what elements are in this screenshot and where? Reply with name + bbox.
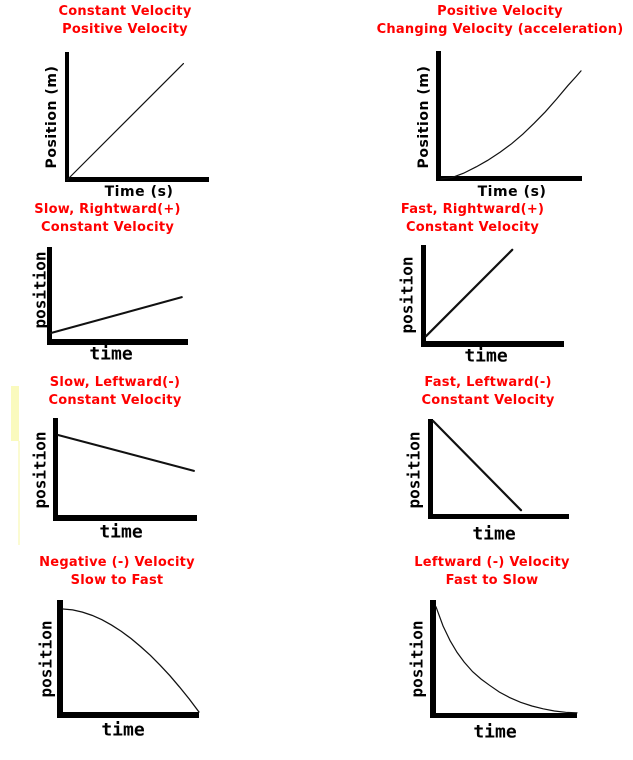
panel-title-line1: Slow, Leftward(-) — [49, 375, 181, 390]
graph-panel-fast-rightward-constant-velocity — [421, 245, 564, 347]
panel-title-line2: Constant Velocity — [40, 220, 175, 235]
x-axis — [430, 713, 577, 718]
y-axis — [430, 600, 436, 718]
y-axis-label: Position (m) — [415, 65, 432, 168]
x-axis-label: time — [464, 345, 508, 367]
y-axis — [47, 247, 52, 345]
highlight-strip-line — [18, 441, 20, 545]
graph-panel-slow-leftward-constant-velocity — [53, 418, 197, 521]
panel-title-line1: Fast, Rightward(+) — [400, 202, 545, 217]
y-axis-label: position — [36, 620, 55, 698]
x-axis-label: Time (s) — [104, 184, 174, 200]
panel-title-line1: Negative (-) Velocity — [39, 555, 195, 570]
x-axis-label: time — [99, 521, 143, 543]
x-axis-label: time — [89, 343, 133, 365]
highlight-strip-block — [11, 386, 19, 441]
y-axis-label: position — [30, 431, 50, 509]
data-line — [440, 70, 582, 180]
data-line — [435, 606, 578, 714]
x-axis — [65, 177, 209, 182]
graph-panel-constant-velocity-positive-velocity — [65, 52, 209, 182]
x-axis-label: time — [472, 523, 516, 545]
y-axis-label: position — [404, 431, 423, 509]
panel-title-line2: Slow to Fast — [70, 573, 164, 588]
data-line — [66, 62, 185, 181]
panel-title-line1: Positive Velocity — [437, 4, 563, 19]
y-axis — [428, 419, 433, 519]
panel-title-line1: Leftward (-) Velocity — [414, 555, 570, 570]
y-axis — [65, 52, 69, 182]
graph-panel-slow-rightward-constant-velocity — [47, 247, 188, 345]
panel-title-line1: Slow, Rightward(+) — [34, 202, 181, 217]
panel-title-line2: Constant Velocity — [421, 393, 555, 408]
graph-panel-leftward-velocity-fast-to-slow — [430, 600, 578, 718]
graph-panel-negative-velocity-slow-to-fast — [57, 600, 200, 718]
panel-title-line2: Changing Velocity (acceleration) — [376, 22, 624, 37]
x-axis — [53, 515, 197, 521]
y-axis — [436, 51, 441, 181]
y-axis — [53, 418, 58, 521]
y-axis-label: position — [407, 620, 427, 698]
y-axis-label: position — [30, 251, 49, 329]
x-axis — [428, 514, 569, 519]
panel-title-line2: Constant Velocity — [405, 220, 540, 235]
data-line — [57, 433, 195, 472]
panel-title-line2: Positive Velocity — [62, 22, 188, 37]
x-axis-label: time — [473, 721, 517, 742]
y-axis — [57, 600, 63, 718]
data-line — [431, 419, 523, 512]
data-line — [62, 608, 200, 713]
data-line — [50, 296, 183, 335]
panel-title-line1: Constant Velocity — [58, 4, 192, 19]
graph-panel-positive-velocity-changing-velocity — [436, 51, 582, 181]
data-line — [424, 248, 514, 338]
graph-panel-fast-leftward-constant-velocity — [428, 419, 569, 519]
panel-title-line1: Fast, Leftward(-) — [424, 375, 552, 390]
x-axis — [57, 712, 199, 718]
x-axis — [421, 341, 564, 347]
x-axis-label: Time (s) — [477, 183, 547, 200]
x-axis — [47, 339, 188, 345]
x-axis — [436, 176, 582, 181]
y-axis — [421, 245, 426, 347]
y-axis-label: Position (m) — [43, 65, 60, 168]
panel-title-line2: Fast to Slow — [445, 573, 539, 588]
y-axis-label: position — [397, 256, 416, 334]
x-axis-label: time — [101, 719, 145, 741]
panel-title-line2: Constant Velocity — [48, 393, 182, 408]
